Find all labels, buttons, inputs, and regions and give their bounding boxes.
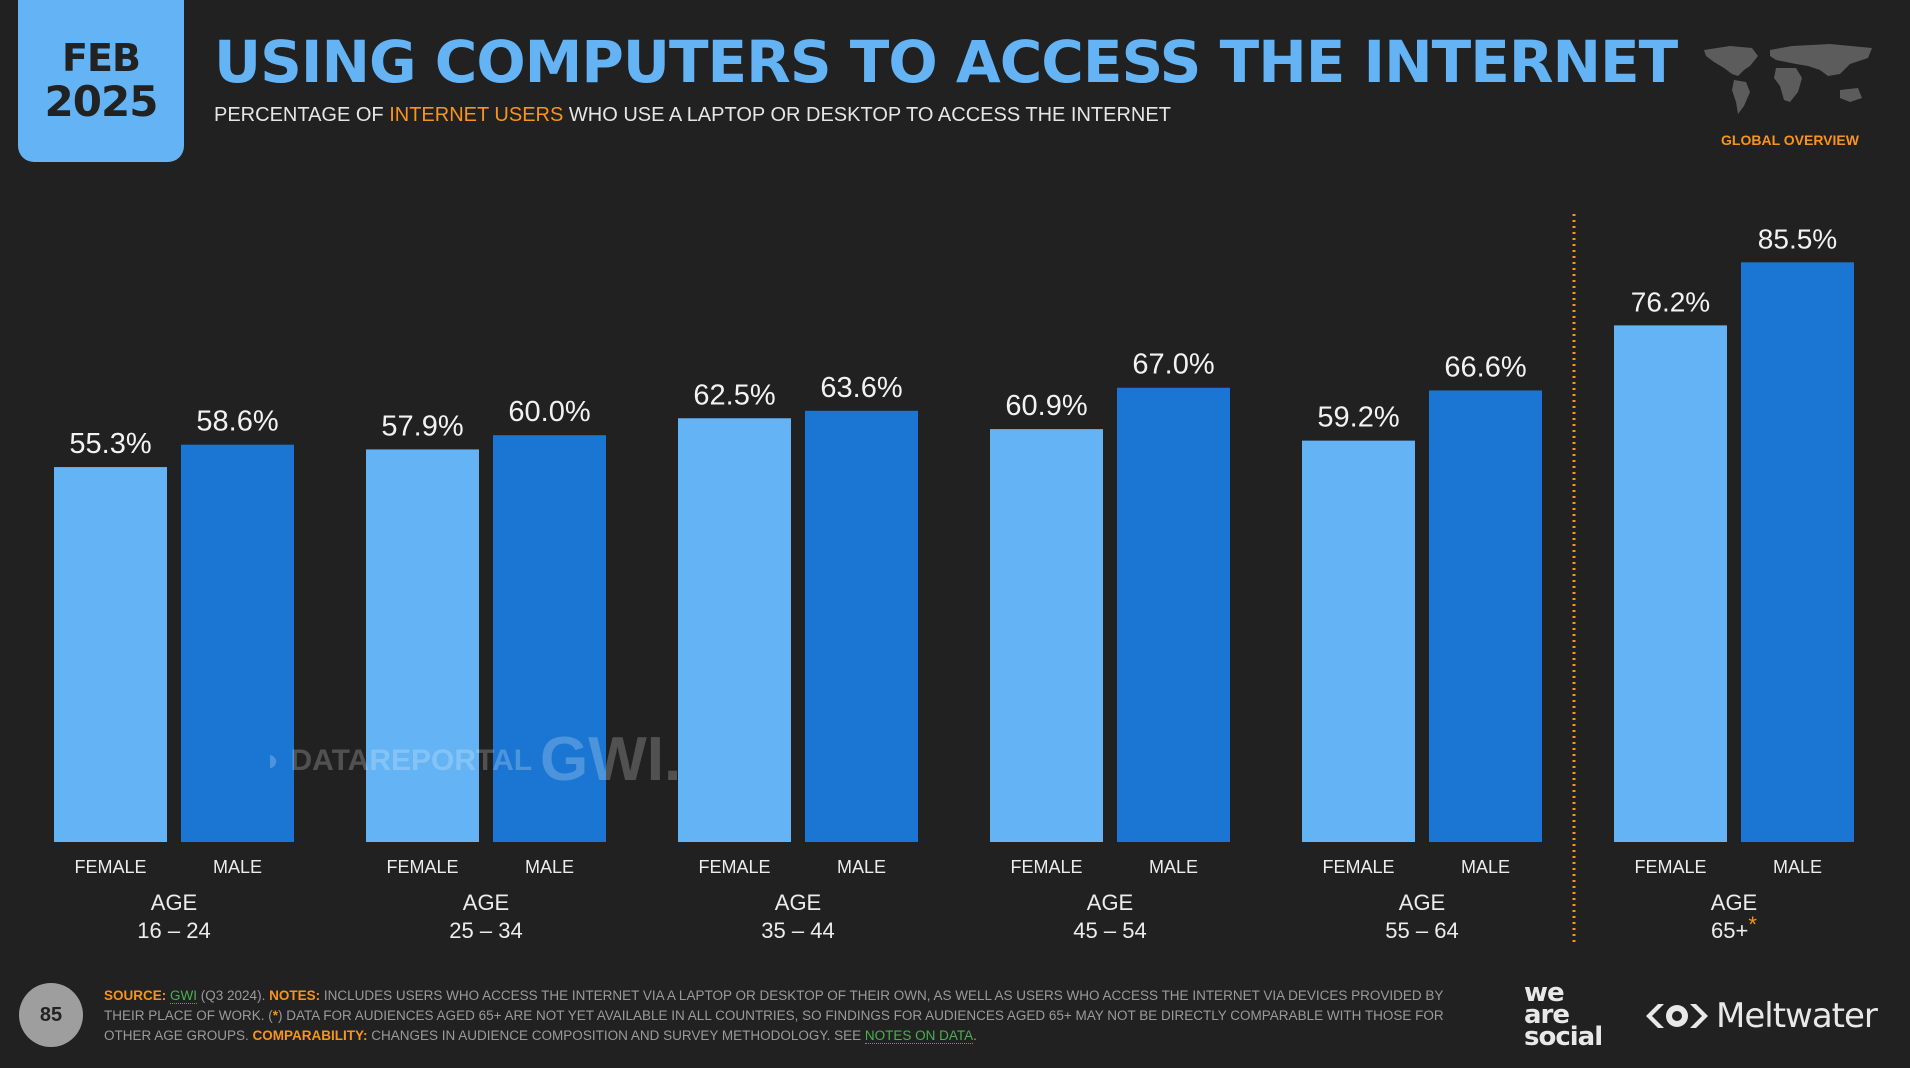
region-label: GLOBAL OVERVIEW <box>1721 132 1859 148</box>
footnotes: SOURCE: GWI (Q3 2024). NOTES: INCLUDES U… <box>104 986 1484 1046</box>
bar-male-1 <box>493 435 606 842</box>
logo-line-are: are <box>1524 1000 1570 1030</box>
subtitle-highlight: INTERNET USERS <box>389 104 564 126</box>
data-label: 60.9% <box>1005 390 1087 422</box>
data-label: 67.0% <box>1132 349 1214 381</box>
data-label: 76.2% <box>1631 286 1710 317</box>
series-label-female: FEMALE <box>1322 857 1394 877</box>
data-label: 85.5% <box>1758 223 1837 254</box>
category-label-line2: 16 – 24 <box>137 918 210 943</box>
comparability-label: COMPARABILITY: <box>252 1028 368 1043</box>
bar-chart: 55.3% FEMALE 58.6% MALE AGE 16 – 24 57.9% FEMAL… <box>54 214 1854 943</box>
notes-end: . <box>973 1028 977 1043</box>
data-label: 55.3% <box>69 428 151 460</box>
source-rest: (Q3 2024). <box>197 988 270 1003</box>
bar-male-2 <box>805 410 918 842</box>
series-label-female: FEMALE <box>1010 857 1082 877</box>
page-number: 85 <box>19 983 83 1047</box>
data-label: 62.5% <box>693 379 775 411</box>
data-label: 63.6% <box>820 372 902 404</box>
notes-text-2: ) DATA FOR AUDIENCES AGED 65+ ARE NOT YE… <box>104 1008 1444 1043</box>
series-label-male: MALE <box>213 857 262 877</box>
world-map-icon <box>1704 44 1872 114</box>
source-label: SOURCE: <box>104 988 167 1003</box>
category-label-line2: 25 – 34 <box>449 918 522 943</box>
badge-month: FEB <box>62 36 141 80</box>
series-label-male: MALE <box>1461 857 1510 877</box>
page-title: USING COMPUTERS TO ACCESS THE INTERNET <box>214 28 1678 96</box>
badge-year: 2025 <box>44 77 159 126</box>
meltwater-logo: Meltwater <box>1644 996 1878 1036</box>
category-label-line2: 55 – 64 <box>1385 918 1458 943</box>
datareportal-watermark-text: DATAREPORTAL <box>290 744 533 777</box>
category-label-line2: 45 – 54 <box>1073 918 1146 943</box>
subtitle-post: WHO USE A LAPTOP OR DESKTOP TO ACCESS TH… <box>563 104 1171 126</box>
date-badge: FEB 2025 <box>18 0 184 162</box>
datareportal-logo-icon: ◗ <box>264 744 283 777</box>
series-label-male: MALE <box>837 857 886 877</box>
logo-line-social: social <box>1524 1022 1603 1052</box>
series-label-female: FEMALE <box>1634 857 1706 877</box>
subtitle-pre: PERCENTAGE OF <box>214 104 390 126</box>
data-label: 59.2% <box>1317 402 1399 434</box>
notes-text-1: INCLUDES USERS WHO ACCESS THE INTERNET V… <box>104 988 1444 1023</box>
category-label-line1: AGE <box>1399 890 1445 915</box>
source-link[interactable]: GWI <box>170 988 198 1004</box>
meltwater-wordmark: Meltwater <box>1716 996 1878 1036</box>
datareportal-watermark: ◗ DATAREPORTAL <box>264 744 532 778</box>
bar-male-5 <box>1741 262 1854 842</box>
category-label-line1: AGE <box>463 890 509 915</box>
series-label-male: MALE <box>1149 857 1198 877</box>
category-label-line1: AGE <box>1087 890 1133 915</box>
category-label-line2: 65+* <box>1711 912 1757 943</box>
series-label-female: FEMALE <box>698 857 770 877</box>
category-label-line1: AGE <box>775 890 821 915</box>
logo-line-we: we <box>1524 978 1565 1008</box>
bar-male-4 <box>1429 390 1542 842</box>
category-label-line1: AGE <box>151 890 197 915</box>
data-label: 60.0% <box>508 396 590 428</box>
data-label: 57.9% <box>381 410 463 442</box>
we-are-social-logo: we are social <box>1524 978 1603 1052</box>
bar-female-4 <box>1302 440 1415 842</box>
bar-male-3 <box>1117 387 1230 842</box>
data-label: 66.6% <box>1444 351 1526 383</box>
category-label-line1: AGE <box>1711 890 1757 915</box>
bar-male-0 <box>181 444 294 842</box>
comparability-text: CHANGES IN AUDIENCE COMPOSITION AND SURV… <box>367 1028 865 1043</box>
bar-female-3 <box>990 429 1103 842</box>
bar-female-2 <box>678 418 791 842</box>
series-label-male: MALE <box>525 857 574 877</box>
bar-female-5 <box>1614 325 1727 842</box>
notes-label: NOTES: <box>269 988 321 1003</box>
series-label-male: MALE <box>1773 857 1822 877</box>
category-asterisk: * <box>1748 912 1757 937</box>
gwi-watermark: GWI. <box>540 725 682 794</box>
category-label-line2: 35 – 44 <box>761 918 834 943</box>
series-label-female: FEMALE <box>74 857 146 877</box>
bar-female-1 <box>366 449 479 842</box>
series-label-female: FEMALE <box>386 857 458 877</box>
notes-on-data-link[interactable]: NOTES ON DATA <box>864 1028 974 1044</box>
bar-female-0 <box>54 467 167 842</box>
meltwater-eye-icon <box>1646 1004 1708 1028</box>
notes-asterisk: * <box>272 1008 279 1023</box>
page-subtitle: PERCENTAGE OF INTERNET USERS WHO USE A L… <box>214 104 1171 127</box>
data-label: 58.6% <box>196 406 278 438</box>
